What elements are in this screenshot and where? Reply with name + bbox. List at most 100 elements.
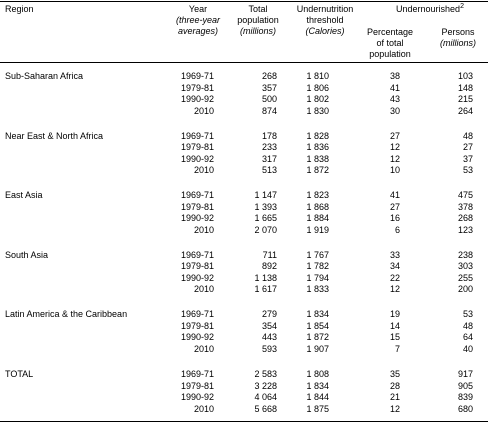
threshold-cell: 1 868 bbox=[306, 201, 329, 212]
persons-cell: 64 bbox=[462, 332, 473, 343]
population-cell: 354 bbox=[261, 320, 277, 331]
persons-cell: 255 bbox=[457, 272, 473, 283]
year-cell: 1979-81 bbox=[180, 82, 214, 93]
persons-cell: 53 bbox=[462, 165, 473, 176]
percentage-cell: 10 bbox=[389, 165, 400, 176]
population-cell: 500 bbox=[261, 94, 277, 104]
population-cell: 892 bbox=[261, 261, 277, 272]
persons-cell: 839 bbox=[457, 392, 473, 402]
year-cell: 2010 bbox=[193, 105, 214, 116]
persons-cell: 215 bbox=[457, 94, 473, 104]
percentage-cell: 12 bbox=[389, 142, 400, 153]
threshold-cell: 1 875 bbox=[306, 403, 329, 414]
percentage-cell: 15 bbox=[389, 332, 400, 343]
year-cell: 2010 bbox=[193, 284, 214, 295]
persons-cell: 475 bbox=[457, 190, 473, 201]
threshold-cell: 1 854 bbox=[306, 320, 329, 331]
region-header: Region bbox=[5, 4, 34, 14]
percentage-header: of total bbox=[376, 38, 404, 48]
population-cell: 1 665 bbox=[254, 213, 277, 224]
percentage-cell: 34 bbox=[389, 261, 400, 272]
year-cell: 1990-92 bbox=[180, 392, 214, 402]
threshold-header: (Calories) bbox=[305, 26, 345, 36]
percentage-header: population bbox=[369, 49, 411, 59]
persons-cell: 680 bbox=[457, 403, 473, 414]
population-cell: 233 bbox=[261, 142, 277, 153]
persons-cell: 905 bbox=[457, 380, 473, 391]
year-cell: 1969-71 bbox=[180, 369, 214, 379]
percentage-cell: 30 bbox=[389, 105, 400, 116]
population-cell: 3 228 bbox=[254, 380, 277, 391]
threshold-header: threshold bbox=[306, 15, 344, 25]
population-cell: 2 070 bbox=[254, 224, 277, 235]
threshold-cell: 1 907 bbox=[306, 343, 329, 354]
region-label: East Asia bbox=[5, 190, 43, 201]
threshold-cell: 1 806 bbox=[306, 82, 329, 93]
year-cell: 2010 bbox=[193, 165, 214, 176]
percentage-cell: 7 bbox=[394, 343, 400, 354]
percentage-cell: 27 bbox=[389, 130, 400, 141]
percentage-cell: 35 bbox=[389, 369, 400, 379]
threshold-cell: 1 810 bbox=[306, 71, 329, 81]
threshold-cell: 1 794 bbox=[306, 272, 329, 283]
region-label: South Asia bbox=[5, 249, 49, 260]
persons-cell: 264 bbox=[457, 105, 473, 116]
percentage-header: Percentage bbox=[366, 27, 414, 37]
year-cell: 1990-92 bbox=[180, 213, 214, 224]
percentage-cell: 14 bbox=[389, 320, 400, 331]
persons-cell: 48 bbox=[462, 130, 473, 141]
threshold-cell: 1 767 bbox=[306, 249, 329, 260]
persons-cell: 48 bbox=[462, 320, 473, 331]
year-header: averages) bbox=[177, 26, 219, 36]
persons-cell: 148 bbox=[457, 82, 473, 93]
population-cell: 874 bbox=[261, 105, 277, 116]
year-cell: 2010 bbox=[193, 224, 214, 235]
persons-cell: 37 bbox=[462, 153, 473, 164]
population-cell: 1 617 bbox=[254, 284, 277, 295]
persons-header: (millions) bbox=[440, 38, 476, 48]
threshold-cell: 1 844 bbox=[306, 392, 329, 402]
year-cell: 1969-71 bbox=[180, 130, 214, 141]
population-cell: 513 bbox=[261, 165, 277, 176]
year-header: Year bbox=[188, 4, 208, 14]
persons-cell: 123 bbox=[457, 224, 473, 235]
population-cell: 317 bbox=[261, 153, 277, 164]
undernourished-label: Undernourished bbox=[396, 4, 461, 14]
top-rule bbox=[0, 1, 488, 2]
population-cell: 1 393 bbox=[254, 201, 277, 212]
percentage-cell: 6 bbox=[394, 224, 400, 235]
percentage-cell: 41 bbox=[389, 190, 400, 201]
year-cell: 2010 bbox=[193, 403, 214, 414]
percentage-cell: 12 bbox=[389, 403, 400, 414]
threshold-cell: 1 833 bbox=[306, 284, 329, 295]
region-label: Sub-Saharan Africa bbox=[5, 71, 84, 81]
percentage-cell: 12 bbox=[389, 284, 400, 295]
population-header: population bbox=[237, 15, 279, 25]
percentage-cell: 33 bbox=[389, 249, 400, 260]
region-label: TOTAL bbox=[5, 369, 34, 379]
persons-cell: 303 bbox=[457, 261, 473, 272]
threshold-cell: 1 802 bbox=[306, 94, 329, 104]
persons-cell: 53 bbox=[462, 309, 473, 320]
year-header: (three-year bbox=[175, 15, 220, 25]
population-cell: 711 bbox=[262, 249, 277, 260]
threshold-cell: 1 872 bbox=[306, 165, 329, 176]
population-cell: 443 bbox=[261, 332, 277, 343]
persons-cell: 378 bbox=[457, 201, 473, 212]
population-cell: 279 bbox=[261, 309, 277, 320]
persons-header: Persons bbox=[441, 27, 475, 37]
threshold-cell: 1 782 bbox=[306, 261, 329, 272]
bottom-rule bbox=[0, 421, 488, 422]
percentage-cell: 19 bbox=[389, 309, 400, 320]
year-cell: 1979-81 bbox=[180, 320, 214, 331]
population-header: Total bbox=[248, 4, 268, 14]
percentage-cell: 38 bbox=[389, 71, 400, 81]
persons-cell: 40 bbox=[462, 343, 473, 354]
year-cell: 1990-92 bbox=[180, 94, 214, 104]
year-cell: 1990-92 bbox=[180, 332, 214, 343]
threshold-header: Undernutrition bbox=[296, 4, 354, 14]
percentage-cell: 28 bbox=[389, 380, 400, 391]
percentage-cell: 22 bbox=[389, 272, 400, 283]
persons-cell: 917 bbox=[457, 369, 473, 379]
footnote-mark: 2 bbox=[460, 3, 464, 10]
